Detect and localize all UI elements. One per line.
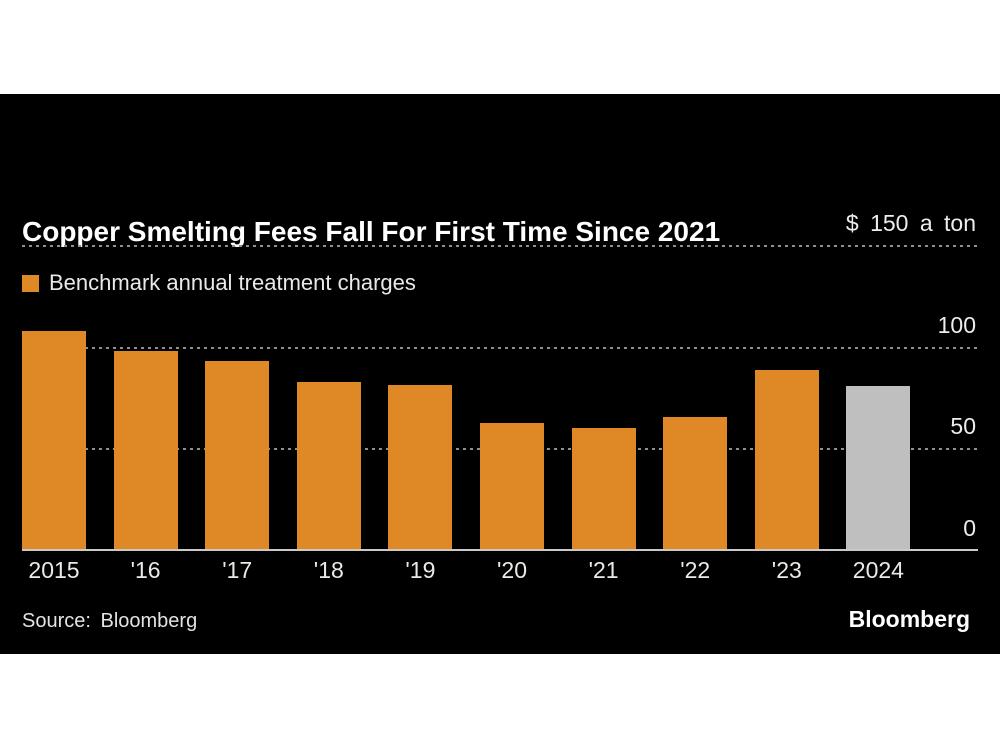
bar-2015 xyxy=(22,331,86,549)
gridline-150 xyxy=(22,245,978,247)
x-tick-label-16: '16 xyxy=(130,557,161,583)
legend: Benchmark annual treatment charges xyxy=(22,270,416,296)
x-tick-label-18: '18 xyxy=(313,557,344,583)
bar-18 xyxy=(296,381,361,549)
x-tick-label-20: '20 xyxy=(497,557,527,583)
x-axis-labels: 2015 '16 '17 '18 '19 '20 '21 '22 '23 2024 xyxy=(22,557,978,587)
y-tick-label-150: $ 150 a ton xyxy=(845,210,976,236)
x-tick-label-23: '23 xyxy=(771,557,802,583)
chart-panel: Copper Smelting Fees Fall For First Time… xyxy=(0,94,1000,654)
bar-21 xyxy=(571,428,636,549)
source-label: Source: Bloomberg xyxy=(22,610,198,632)
x-tick-label-17: '17 xyxy=(222,557,253,583)
legend-label: Benchmark annual treatment charges xyxy=(49,270,416,295)
legend-swatch xyxy=(22,274,39,292)
bar-2024 xyxy=(846,386,911,549)
bar-23 xyxy=(754,370,819,549)
y-tick-label-50: 50 xyxy=(950,413,976,440)
y-tick-label-100: 100 xyxy=(937,311,976,338)
x-tick-label-2015: 2015 xyxy=(28,557,80,583)
y-tick-label-0: 0 xyxy=(963,515,976,541)
bar-16 xyxy=(113,351,178,549)
x-tick-label-21: '21 xyxy=(588,557,619,583)
bar-22 xyxy=(663,416,728,549)
x-tick-label-2024: 2024 xyxy=(852,557,904,583)
bloomberg-logo: Bloomberg xyxy=(848,606,970,632)
chart-title: Copper Smelting Fees Fall For First Time… xyxy=(22,216,721,247)
bar-20 xyxy=(480,422,544,549)
x-tick-label-19: '19 xyxy=(405,557,436,583)
bar-19 xyxy=(388,384,453,549)
plot-area: 0 50 100 $ 150 a ton xyxy=(22,210,978,551)
x-tick-label-22: '22 xyxy=(680,557,711,583)
gridline-100 xyxy=(22,346,978,349)
bar-17 xyxy=(205,360,270,549)
